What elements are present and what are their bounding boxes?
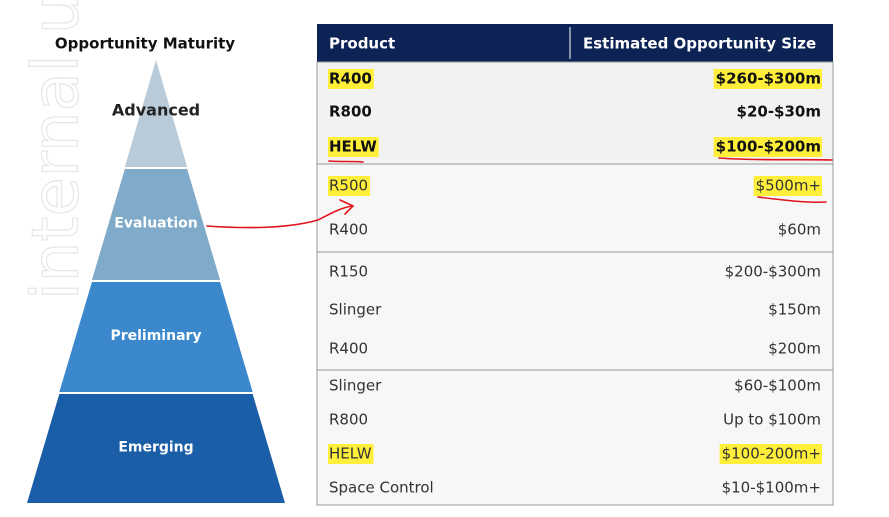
- annotations: [206, 157, 833, 229]
- table-header: [317, 24, 833, 62]
- size-cell: $150m: [768, 301, 821, 319]
- highlight: [713, 69, 822, 89]
- size-cell: $100-200m+: [722, 445, 821, 463]
- highlight: [328, 444, 374, 464]
- underline: [328, 160, 364, 163]
- size-cell: Up to $100m: [723, 411, 821, 429]
- highlight: [753, 176, 822, 196]
- table-group: [316, 163, 834, 253]
- highlight: [328, 69, 374, 89]
- header-cell: Estimated Opportunity Size: [583, 35, 816, 53]
- pyramid-level: [59, 282, 253, 392]
- product-cell: R150: [329, 263, 368, 281]
- product-cell: Space Control: [329, 479, 434, 497]
- size-cell: $100-$200m: [716, 138, 821, 156]
- pyramid-title: Opportunity Maturity: [55, 35, 235, 53]
- level-label: Advanced: [112, 101, 200, 120]
- highlight: [713, 137, 822, 157]
- pyramid-level: [27, 394, 285, 503]
- table-group: [316, 369, 834, 506]
- table-group: [316, 251, 834, 371]
- pyramid-level: [91, 169, 221, 280]
- size-cell: $20-$30m: [737, 103, 821, 121]
- arrow-line: [206, 205, 353, 229]
- product-cell: Slinger: [329, 301, 382, 319]
- product-cell: HELW: [329, 445, 372, 463]
- product-cell: R400: [329, 221, 368, 239]
- level-label: Preliminary: [110, 328, 201, 344]
- product-cell: Slinger: [329, 377, 382, 395]
- underline: [718, 157, 833, 161]
- level-label: Evaluation: [114, 216, 197, 232]
- highlight: [328, 176, 371, 196]
- size-cell: $500m+: [756, 177, 821, 195]
- product-cell: R400: [329, 70, 372, 88]
- size-cell: $60m: [778, 221, 821, 239]
- pyramid-level: [124, 60, 188, 167]
- product-cell: R800: [329, 411, 368, 429]
- arrow-head: [339, 199, 355, 215]
- product-cell: R800: [329, 103, 372, 121]
- product-cell: R400: [329, 340, 368, 358]
- underline: [757, 196, 827, 204]
- level-label: Emerging: [118, 440, 193, 456]
- header-cell: Product: [329, 35, 395, 53]
- size-cell: $200m: [768, 340, 821, 358]
- size-cell: $60-$100m: [734, 377, 821, 395]
- size-cell: $10-$100m+: [722, 479, 821, 497]
- product-cell: R500: [329, 177, 368, 195]
- highlight: [328, 137, 379, 157]
- watermark: internal use only: [20, 0, 94, 300]
- highlight: [719, 444, 822, 464]
- size-cell: $260-$300m: [716, 70, 821, 88]
- size-cell: $200-$300m: [725, 263, 821, 281]
- product-cell: HELW: [329, 138, 377, 156]
